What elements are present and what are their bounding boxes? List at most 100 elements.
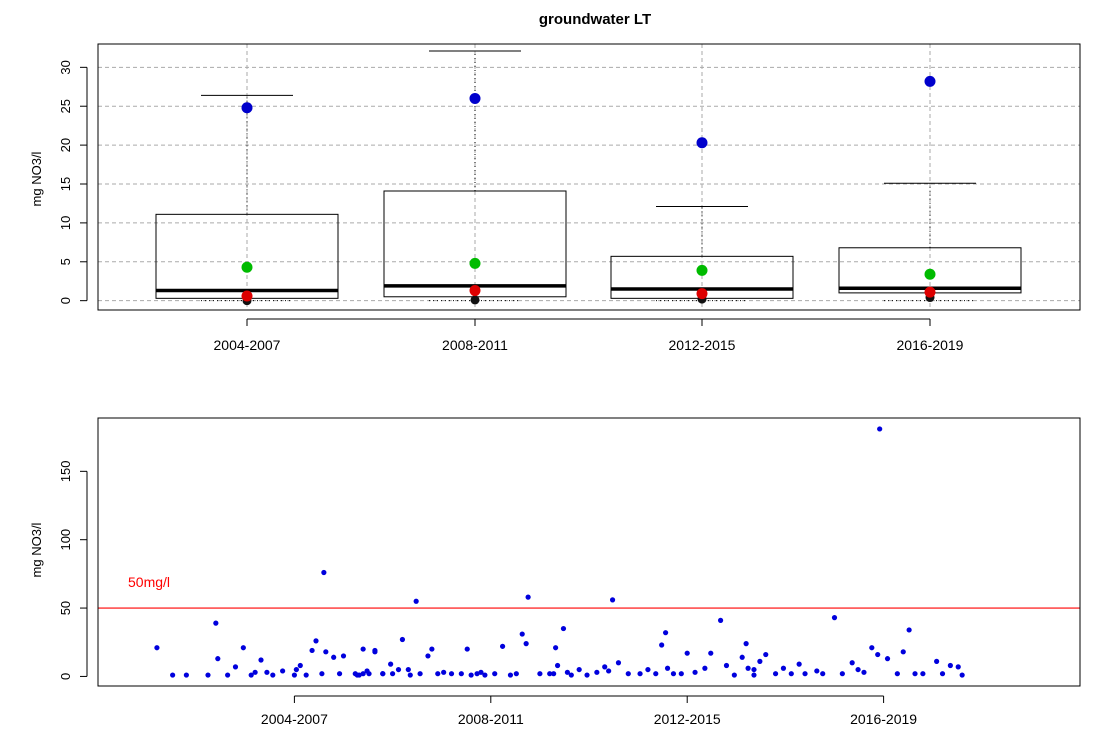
data-point (547, 671, 553, 677)
data-point (564, 669, 570, 675)
data-point (264, 669, 270, 675)
data-point (731, 672, 737, 678)
data-point (920, 671, 926, 677)
data-point (560, 625, 567, 632)
y-tick-label: 25 (58, 99, 73, 113)
data-point (554, 662, 561, 669)
data-point (906, 627, 912, 633)
data-point (248, 672, 254, 678)
x-tick-label: 2004-2007 (261, 711, 328, 727)
data-point (458, 671, 464, 677)
data-point (537, 671, 543, 677)
x-tick-label: 2008-2011 (458, 711, 524, 727)
data-point (745, 665, 751, 671)
data-point (802, 671, 808, 677)
data-point (751, 666, 757, 673)
data-point (757, 658, 763, 664)
data-point (241, 102, 253, 114)
data-point (763, 651, 769, 658)
data-point (354, 672, 360, 678)
data-point (692, 669, 698, 675)
data-point (360, 671, 366, 677)
scatter-panel: mg NO3/l 50mg/l 0 50 100 150 2004-2007 2008-2… (29, 417, 1081, 727)
data-point (934, 658, 940, 664)
data-point (448, 671, 455, 677)
data-point (875, 651, 881, 658)
data-point (407, 672, 413, 678)
y-tick-label: 150 (58, 460, 73, 482)
data-point (364, 668, 370, 674)
data-point (303, 672, 309, 678)
data-point (154, 645, 160, 651)
data-point (323, 649, 329, 655)
data-point (309, 647, 315, 654)
data-point (912, 671, 918, 677)
data-point (615, 660, 622, 666)
data-point (861, 669, 867, 675)
data-point (637, 671, 643, 677)
data-point (331, 654, 337, 660)
data-point (772, 671, 779, 677)
data-point (469, 257, 481, 269)
data-point (482, 672, 488, 678)
data-point (594, 669, 600, 675)
data-point (751, 672, 757, 678)
data-point (678, 671, 684, 677)
data-point (478, 669, 484, 675)
x-tick-label: 2008-2011 (442, 337, 508, 353)
x-tick-label: 2016-2019 (897, 337, 964, 353)
data-point (183, 672, 189, 678)
data-point (743, 641, 749, 647)
data-point (696, 264, 708, 276)
x-tick-label: 2012-2015 (654, 711, 721, 727)
min-marker (470, 295, 480, 305)
data-point (684, 650, 690, 656)
data-point (380, 671, 386, 677)
chart-title: groundwater LT (539, 11, 651, 28)
y-axis-label: mg NO3/l (29, 522, 44, 577)
data-point (814, 668, 820, 674)
data-point (297, 662, 303, 669)
x-tick-label: 2016-2019 (850, 711, 917, 727)
data-point (313, 638, 319, 644)
data-point (606, 668, 612, 674)
data-point (609, 597, 616, 603)
plot-frame (97, 417, 1081, 687)
data-point (399, 636, 406, 643)
data-point (796, 661, 802, 667)
data-point (525, 594, 531, 600)
data-point (855, 666, 861, 673)
data-point (924, 268, 936, 280)
data-point (372, 649, 378, 655)
y-tick-label: 20 (58, 138, 73, 152)
data-point (696, 288, 708, 300)
plot-frame (97, 43, 1081, 311)
data-point (340, 653, 347, 659)
data-point (474, 671, 480, 677)
data-point (959, 672, 965, 678)
data-point (469, 92, 481, 104)
y-tick-label: 5 (58, 258, 73, 265)
data-point (723, 662, 730, 669)
data-point (390, 671, 396, 677)
data-point (492, 671, 498, 677)
data-point (645, 666, 651, 673)
data-point (584, 672, 590, 678)
data-point (270, 672, 276, 678)
data-point (670, 671, 677, 677)
y-tick-label: 0 (58, 297, 73, 304)
data-point (939, 671, 946, 677)
data-point (568, 672, 574, 678)
y-tick-label: 50 (58, 601, 73, 615)
data-point (232, 664, 239, 670)
data-point (241, 290, 253, 302)
data-point (717, 617, 724, 623)
data-point (519, 631, 525, 637)
data-point (839, 671, 845, 677)
data-point (602, 664, 608, 670)
data-point (788, 671, 794, 677)
data-point (576, 666, 582, 673)
data-point (417, 671, 423, 677)
data-point (877, 426, 883, 432)
